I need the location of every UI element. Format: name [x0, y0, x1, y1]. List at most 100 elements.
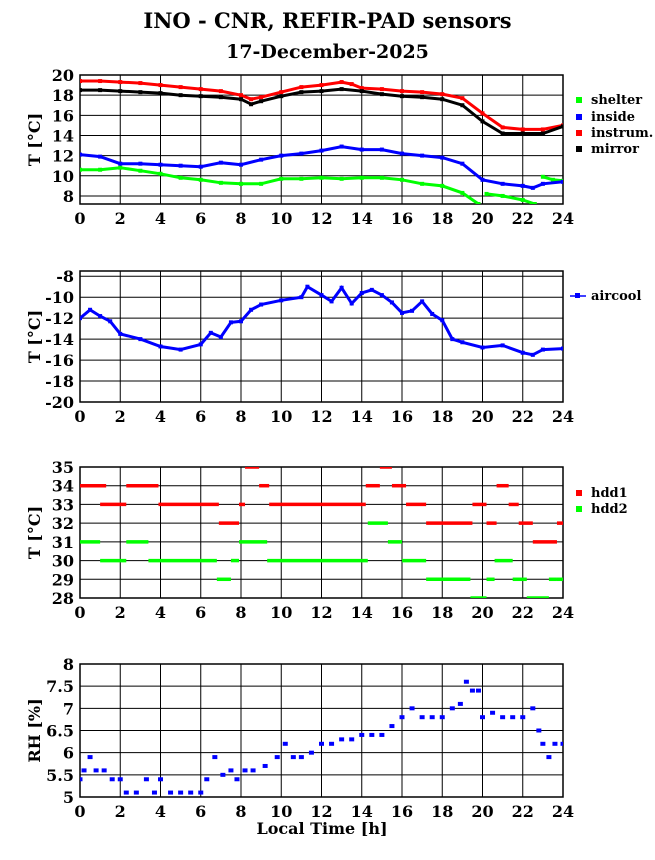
legend-marker-hdd2 — [576, 506, 582, 512]
data-point — [319, 175, 324, 180]
data-point — [550, 177, 555, 182]
data-point — [290, 755, 296, 760]
data-point — [500, 125, 505, 130]
data-point — [198, 177, 203, 182]
data-point — [299, 85, 304, 90]
data-point — [259, 99, 264, 104]
data-point — [540, 131, 545, 136]
data-point — [98, 79, 103, 84]
y-tick-label: 33 — [52, 495, 74, 514]
data-point — [400, 151, 404, 156]
x-tick-label: 12 — [310, 407, 332, 426]
plot-frame — [79, 270, 564, 403]
data-point — [440, 155, 445, 160]
data-point — [151, 790, 157, 795]
series-instrum — [80, 79, 563, 132]
y-tick-label: 12 — [52, 147, 74, 166]
data-point — [80, 152, 82, 157]
data-point — [158, 162, 163, 167]
data-point — [460, 103, 465, 108]
data-point — [440, 183, 445, 188]
data-point — [359, 291, 364, 296]
data-point — [158, 91, 163, 96]
data-point — [198, 94, 203, 99]
data-point — [87, 755, 93, 760]
data-point — [475, 688, 481, 693]
data-point — [359, 175, 364, 180]
data-point — [228, 768, 234, 773]
data-point — [561, 179, 563, 184]
data-point — [500, 131, 505, 136]
data-point — [460, 96, 465, 101]
data-point — [98, 167, 103, 172]
legend-marker-aircool — [575, 293, 580, 298]
data-point — [218, 180, 223, 185]
data-point — [308, 750, 314, 755]
legend-label-hdd1: hdd1 — [591, 486, 628, 501]
data-point — [469, 688, 475, 693]
data-point — [400, 94, 404, 99]
plot-frame — [79, 663, 564, 798]
y-tick-label: -10 — [45, 288, 74, 307]
data-point — [449, 706, 455, 711]
y-axis-label: T [°C] — [25, 506, 44, 559]
series-line — [80, 145, 563, 190]
data-point — [262, 763, 268, 768]
data-point — [480, 715, 485, 720]
data-point — [158, 171, 163, 176]
data-point — [510, 715, 516, 720]
data-point — [279, 153, 284, 158]
data-point — [279, 94, 284, 99]
data-point — [379, 293, 384, 298]
data-point — [409, 706, 415, 711]
data-point — [420, 299, 425, 304]
data-point — [118, 161, 123, 166]
data-point — [339, 80, 344, 85]
data-point — [339, 176, 344, 181]
data-point — [540, 347, 545, 352]
x-tick-label: 18 — [431, 209, 453, 228]
x-tick-label: 24 — [552, 802, 574, 821]
data-point — [400, 310, 404, 315]
data-point — [239, 93, 243, 98]
x-tick-label: 10 — [270, 603, 292, 622]
y-tick-label: 34 — [52, 477, 74, 496]
x-tick-label: 8 — [235, 802, 246, 821]
y-tick-label: 10 — [52, 167, 74, 186]
y-axis-label: RH [%] — [25, 698, 44, 762]
data-point — [484, 191, 489, 196]
data-point — [249, 307, 254, 312]
data-point — [552, 741, 558, 746]
data-point — [274, 755, 280, 760]
data-point — [138, 161, 143, 166]
data-point — [500, 715, 506, 720]
data-point — [430, 311, 435, 316]
data-point — [249, 102, 254, 107]
data-point — [138, 337, 143, 342]
data-point — [540, 181, 545, 186]
data-point — [480, 111, 485, 116]
data-point — [178, 85, 183, 90]
data-point — [530, 352, 535, 357]
data-point — [80, 777, 83, 782]
data-point — [546, 755, 552, 760]
data-point — [369, 732, 375, 737]
data-point — [450, 337, 455, 342]
y-tick-label: 5 — [63, 788, 74, 807]
data-point — [520, 197, 525, 202]
y-tick-label: -8 — [56, 267, 74, 286]
data-point — [500, 193, 505, 198]
data-point — [500, 343, 505, 348]
data-point — [339, 737, 345, 742]
data-point — [279, 298, 284, 303]
data-point — [536, 728, 542, 733]
x-tick-label: 8 — [235, 209, 246, 228]
data-point — [98, 154, 103, 159]
x-tick-label: 18 — [431, 407, 453, 426]
data-point — [101, 768, 107, 773]
series-shelter — [484, 191, 537, 204]
data-point — [80, 79, 82, 84]
data-point — [218, 95, 223, 100]
data-point — [158, 344, 163, 349]
